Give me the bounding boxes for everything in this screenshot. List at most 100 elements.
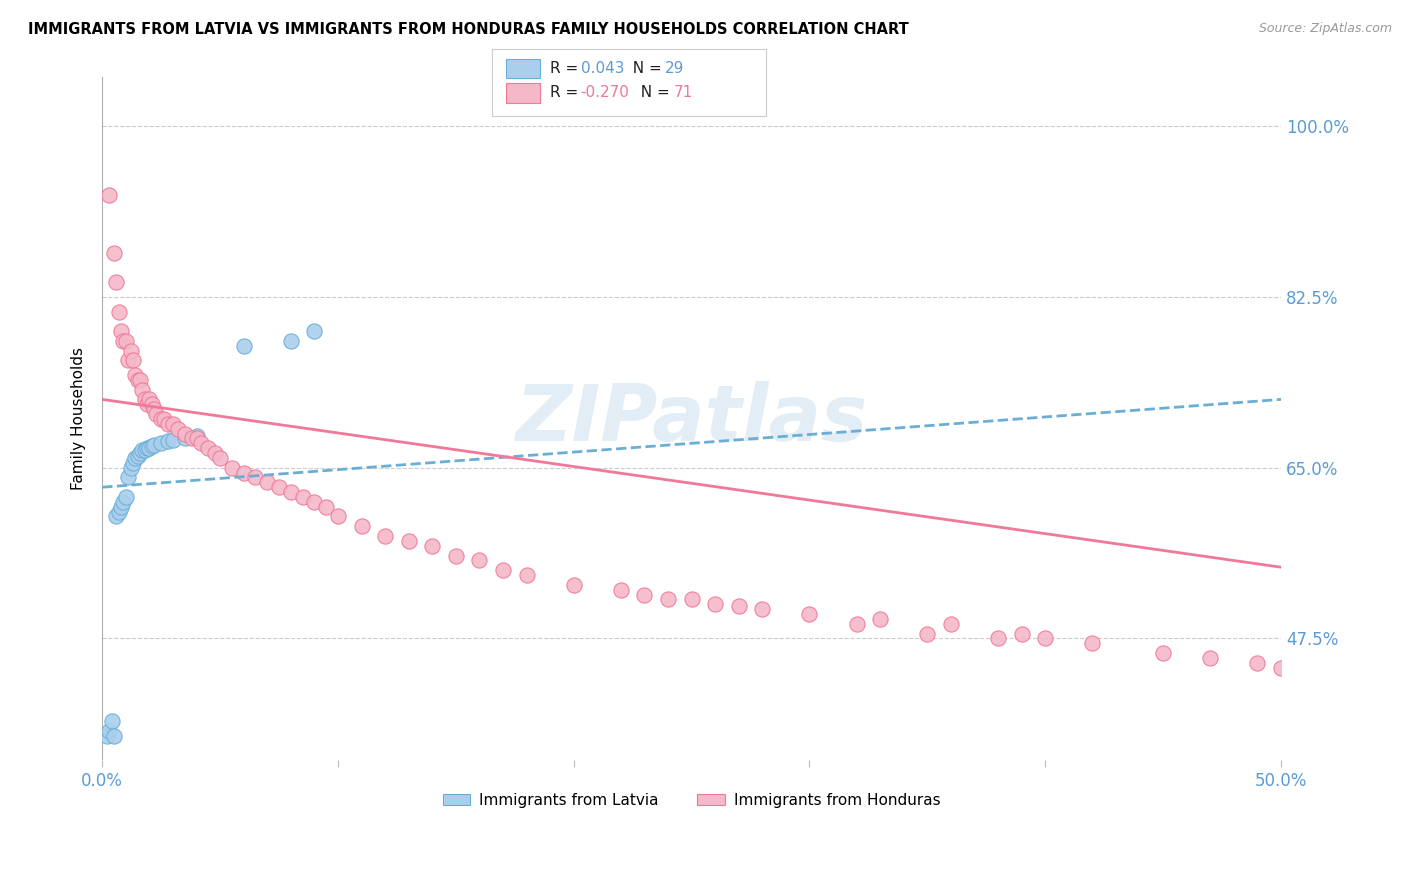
Point <box>100 714 122 729</box>
Point <box>267 480 290 494</box>
Point <box>136 397 159 411</box>
Point <box>1033 632 1056 646</box>
Point <box>190 436 212 450</box>
Point <box>444 549 467 563</box>
Point <box>468 553 491 567</box>
Point <box>157 417 180 431</box>
Point <box>209 450 232 465</box>
Point <box>131 383 153 397</box>
Point <box>114 334 136 348</box>
Point <box>420 539 443 553</box>
Point <box>112 334 135 348</box>
Point <box>141 439 163 453</box>
Point <box>110 324 132 338</box>
Point <box>162 434 184 448</box>
Point <box>492 563 515 577</box>
Point <box>145 407 167 421</box>
Legend: Immigrants from Latvia, Immigrants from Honduras: Immigrants from Latvia, Immigrants from … <box>437 787 946 814</box>
Point <box>987 632 1010 646</box>
Point <box>138 392 160 407</box>
Point <box>326 509 349 524</box>
Point <box>1270 661 1292 675</box>
Point <box>245 470 267 484</box>
Text: 29: 29 <box>665 62 685 76</box>
Point <box>103 729 125 743</box>
Text: -0.270: -0.270 <box>581 86 630 100</box>
Text: R =: R = <box>550 86 583 100</box>
Point <box>315 500 337 514</box>
Point <box>98 187 121 202</box>
Point <box>304 495 326 509</box>
Point <box>186 429 208 443</box>
Point <box>143 402 166 417</box>
Point <box>120 460 142 475</box>
Point <box>103 246 125 260</box>
Point <box>845 616 868 631</box>
Point <box>141 397 163 411</box>
Point <box>939 616 962 631</box>
Point <box>129 446 152 460</box>
Text: 71: 71 <box>673 86 693 100</box>
Point <box>107 304 129 318</box>
Point <box>127 373 149 387</box>
Point <box>166 422 188 436</box>
Point <box>162 417 184 431</box>
Point <box>150 412 173 426</box>
Point <box>562 578 585 592</box>
Point <box>197 441 219 455</box>
Point <box>232 339 254 353</box>
Point <box>180 432 202 446</box>
Text: R =: R = <box>550 62 583 76</box>
Point <box>150 436 173 450</box>
Point <box>1081 636 1104 650</box>
Text: N =: N = <box>623 62 666 76</box>
Point <box>121 456 143 470</box>
Point <box>232 466 254 480</box>
Y-axis label: Family Households: Family Households <box>72 347 86 491</box>
Point <box>98 724 121 739</box>
Point <box>107 505 129 519</box>
Text: ZIPatlas: ZIPatlas <box>516 381 868 457</box>
Point <box>1246 656 1268 670</box>
Point <box>105 276 128 290</box>
Point <box>134 443 156 458</box>
Point <box>374 529 396 543</box>
Point <box>704 597 727 611</box>
Point <box>173 432 195 446</box>
Point <box>105 509 128 524</box>
Point <box>96 729 118 743</box>
Point <box>204 446 226 460</box>
Point <box>136 441 159 455</box>
Point <box>143 438 166 452</box>
Point <box>131 443 153 458</box>
Point <box>173 426 195 441</box>
Point <box>799 607 821 621</box>
Point <box>657 592 679 607</box>
Point <box>117 470 139 484</box>
Point <box>129 373 152 387</box>
Point <box>869 612 891 626</box>
Text: Source: ZipAtlas.com: Source: ZipAtlas.com <box>1258 22 1392 36</box>
Point <box>134 392 156 407</box>
Point <box>112 495 135 509</box>
Point <box>727 599 749 614</box>
Point <box>120 343 142 358</box>
Point <box>516 568 538 582</box>
Point <box>398 533 420 548</box>
Point <box>152 412 174 426</box>
Point <box>751 602 773 616</box>
Point <box>157 434 180 449</box>
Point <box>186 432 208 446</box>
Point <box>1011 626 1033 640</box>
Point <box>304 324 326 338</box>
Point <box>1152 646 1174 660</box>
Point <box>124 368 146 382</box>
Point <box>256 475 278 490</box>
Point <box>117 353 139 368</box>
Point <box>280 334 302 348</box>
Point <box>1199 651 1222 665</box>
Point <box>681 592 703 607</box>
Text: IMMIGRANTS FROM LATVIA VS IMMIGRANTS FROM HONDURAS FAMILY HOUSEHOLDS CORRELATION: IMMIGRANTS FROM LATVIA VS IMMIGRANTS FRO… <box>28 22 908 37</box>
Point <box>138 441 160 455</box>
Point <box>610 582 633 597</box>
